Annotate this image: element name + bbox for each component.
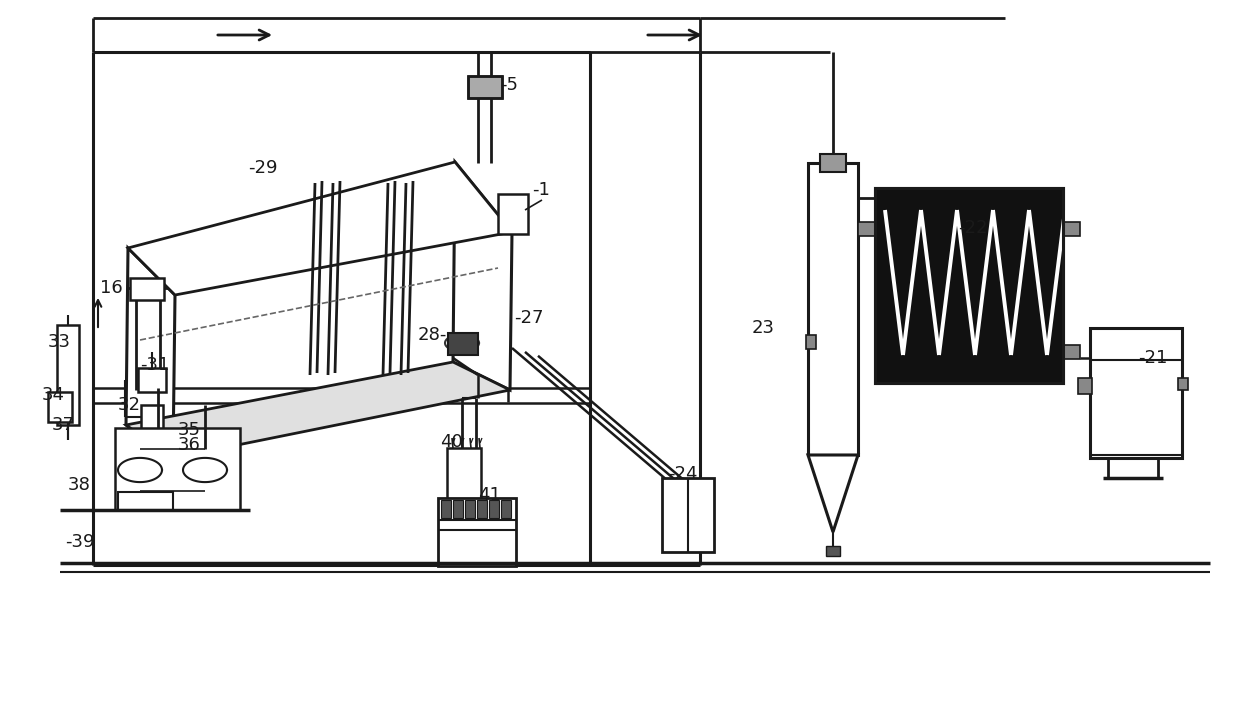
Bar xyxy=(138,368,166,392)
Text: -31: -31 xyxy=(140,356,170,374)
Bar xyxy=(446,448,481,500)
Bar xyxy=(1063,222,1080,236)
Bar xyxy=(118,492,174,510)
Bar xyxy=(498,194,528,234)
Bar xyxy=(48,392,72,422)
Bar xyxy=(875,188,1063,383)
Text: 40: 40 xyxy=(440,433,463,451)
Polygon shape xyxy=(808,455,858,532)
Bar xyxy=(820,154,846,172)
Bar xyxy=(858,222,875,236)
Text: 28-: 28- xyxy=(418,326,448,344)
Text: 41: 41 xyxy=(477,486,501,504)
Bar xyxy=(130,278,164,300)
Text: -24: -24 xyxy=(668,465,697,483)
Text: 36: 36 xyxy=(179,436,201,454)
Bar xyxy=(875,188,1063,383)
Bar xyxy=(1090,328,1182,458)
Text: -1: -1 xyxy=(532,181,549,199)
Polygon shape xyxy=(126,362,510,458)
Text: -39: -39 xyxy=(64,533,94,551)
Bar xyxy=(662,478,714,552)
Text: -29: -29 xyxy=(248,159,278,177)
Bar xyxy=(115,428,241,510)
Text: 23: 23 xyxy=(751,319,775,337)
Text: 37: 37 xyxy=(52,416,74,434)
Bar xyxy=(438,498,516,566)
Bar xyxy=(1063,345,1080,359)
Bar xyxy=(808,163,858,455)
Polygon shape xyxy=(453,162,512,390)
Bar xyxy=(453,500,463,518)
Text: 34: 34 xyxy=(42,386,64,404)
Text: 35: 35 xyxy=(179,421,201,439)
Bar xyxy=(477,500,487,518)
Bar xyxy=(141,405,162,429)
Bar xyxy=(489,500,498,518)
Bar xyxy=(448,333,477,355)
Bar xyxy=(501,500,511,518)
Text: 33: 33 xyxy=(48,333,71,351)
Polygon shape xyxy=(128,162,512,295)
Text: 38: 38 xyxy=(68,476,91,494)
Text: 16: 16 xyxy=(100,279,123,297)
Bar xyxy=(465,500,475,518)
Polygon shape xyxy=(126,248,175,458)
Bar xyxy=(826,546,839,556)
Bar xyxy=(57,325,79,425)
Text: -22: -22 xyxy=(959,219,987,237)
Bar xyxy=(806,335,816,349)
Text: -27: -27 xyxy=(515,309,543,327)
Bar xyxy=(1078,378,1092,394)
Text: -21: -21 xyxy=(1138,349,1167,367)
Bar xyxy=(467,76,502,98)
Bar xyxy=(1178,378,1188,390)
Text: -5: -5 xyxy=(500,76,518,94)
Bar xyxy=(441,500,451,518)
Bar xyxy=(467,76,502,98)
Text: 32: 32 xyxy=(118,396,141,414)
